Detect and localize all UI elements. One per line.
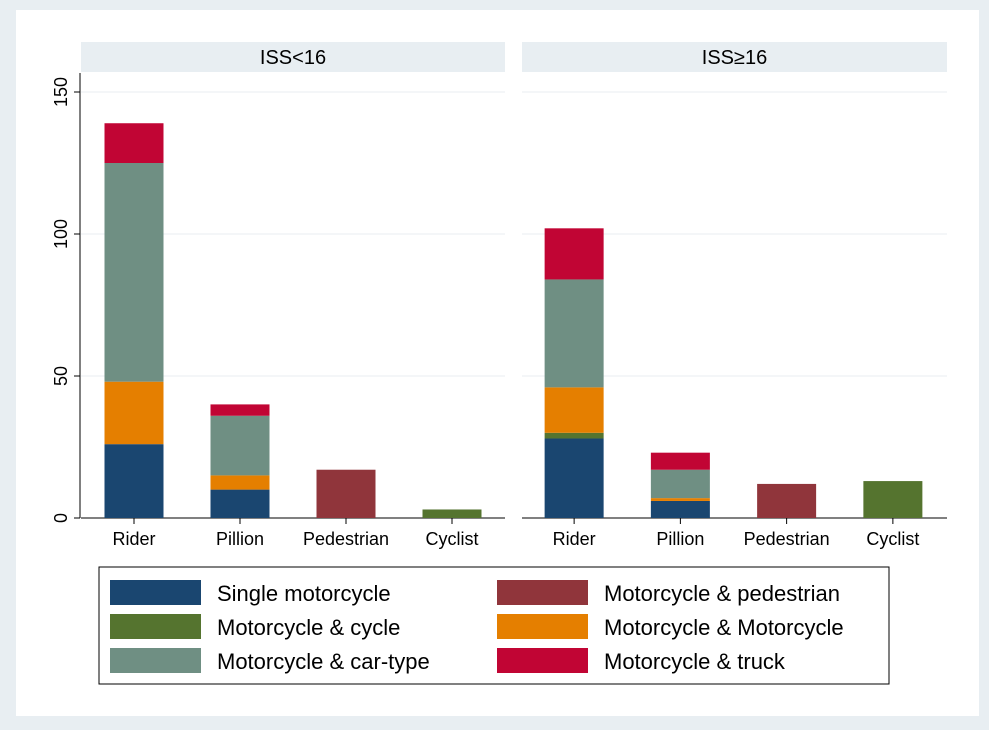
legend-label: Single motorcycle bbox=[217, 581, 391, 606]
legend-label: Motorcycle & truck bbox=[604, 649, 786, 674]
bar-segment bbox=[210, 415, 270, 476]
x-tick-label: Rider bbox=[553, 529, 596, 549]
bar-segment bbox=[757, 483, 817, 518]
legend-swatch bbox=[110, 614, 201, 639]
bar-segment bbox=[650, 452, 710, 470]
y-tick-label: 100 bbox=[51, 219, 71, 249]
legend-label: Motorcycle & pedestrian bbox=[604, 581, 840, 606]
bar-segment bbox=[316, 469, 376, 518]
x-tick-label: Cyclist bbox=[426, 529, 479, 549]
bar-segment bbox=[210, 404, 270, 416]
legend-label: Motorcycle & car-type bbox=[217, 649, 430, 674]
legend-swatch bbox=[497, 648, 588, 673]
legend-swatch bbox=[497, 580, 588, 605]
bar-segment bbox=[650, 469, 710, 499]
panel-title: ISS≥16 bbox=[702, 47, 767, 69]
panel-title: ISS<16 bbox=[260, 47, 326, 69]
y-tick-label: 150 bbox=[51, 77, 71, 107]
bar-segment bbox=[104, 123, 164, 163]
bar-segment bbox=[422, 509, 482, 518]
bar-segment bbox=[544, 228, 604, 280]
x-tick-label: Rider bbox=[112, 529, 155, 549]
bar-segment bbox=[650, 500, 710, 518]
panel-header bbox=[81, 42, 505, 72]
y-tick-label: 0 bbox=[51, 513, 71, 523]
bar-segment bbox=[650, 498, 710, 501]
x-tick-label: Pillion bbox=[656, 529, 704, 549]
bar-segment bbox=[104, 381, 164, 445]
legend-swatch bbox=[497, 614, 588, 639]
legend-swatch bbox=[110, 648, 201, 673]
bar-segment bbox=[544, 432, 604, 439]
bar-segment bbox=[210, 489, 270, 518]
bar-segment bbox=[104, 163, 164, 382]
bar-segment bbox=[863, 481, 923, 518]
panel-header bbox=[522, 42, 947, 72]
x-tick-label: Pedestrian bbox=[303, 529, 389, 549]
legend-label: Motorcycle & cycle bbox=[217, 615, 400, 640]
bar-segment bbox=[544, 438, 604, 518]
legend-swatch bbox=[110, 580, 201, 605]
bar-segment bbox=[544, 279, 604, 388]
legend-label: Motorcycle & Motorcycle bbox=[604, 615, 844, 640]
bar-segment bbox=[544, 387, 604, 433]
x-tick-label: Pillion bbox=[216, 529, 264, 549]
bar-segment bbox=[104, 444, 164, 518]
y-tick-label: 50 bbox=[51, 366, 71, 386]
legend-box bbox=[98, 566, 890, 685]
bar-segment bbox=[210, 475, 270, 490]
x-tick-label: Pedestrian bbox=[744, 529, 830, 549]
x-tick-label: Cyclist bbox=[866, 529, 919, 549]
